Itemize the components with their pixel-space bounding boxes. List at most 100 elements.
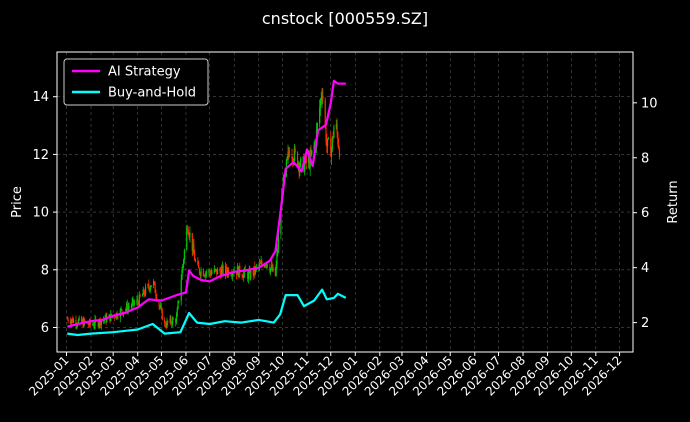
candle-body [326,142,328,147]
candle-body [92,324,94,326]
candle-body [259,263,261,265]
chart-title: cnstock [000559.SZ] [262,9,428,28]
candle-body [220,271,222,277]
candle-body [247,272,250,280]
candle-body [92,324,94,326]
candle-body [313,144,315,150]
candle-body [272,267,274,271]
y-axis-left-label: Price [10,186,25,218]
candle-body [277,248,279,253]
candle-body [81,320,83,322]
candle-body [213,268,216,273]
candle-body [249,270,251,279]
candle-body [205,272,208,274]
candle-body [158,300,160,306]
candle-body [227,269,229,275]
candle-body [294,148,296,153]
candle-body [260,261,262,264]
candle-body [254,267,257,273]
candle-body [209,270,211,274]
candle-body [70,320,72,324]
plot-frame [56,51,634,353]
candle-body [289,153,291,156]
candle-body [165,326,167,327]
candle-body [152,281,155,286]
y-left-tick-label: 10 [32,206,49,221]
candle-body [266,264,268,266]
candle-body [99,319,102,326]
candle-body [297,163,299,167]
candle-body [225,266,227,272]
candle-body [210,272,212,276]
candle-body [241,275,243,278]
candle-body [131,301,133,307]
candle-body [261,261,263,265]
y-left-tick-label: 12 [32,148,49,163]
candle-body [276,252,278,265]
candle-body [310,152,312,155]
candle-body [175,319,177,323]
candle-body [186,228,189,231]
candle-body [148,287,151,291]
candle-body [200,270,202,276]
candle-body [308,156,310,168]
candle-body [274,267,276,276]
candle-body [217,269,219,275]
candle-body [161,308,163,320]
candle-body [99,319,101,325]
candle-body [319,107,321,124]
candle-body [216,268,218,275]
candle-body [178,301,180,302]
candle-body [199,273,201,276]
candle-body [138,294,140,305]
candle-body [145,286,147,295]
candle-body [270,265,273,269]
legend: AI Strategy Buy-and-Hold [63,58,209,106]
candle-body [198,264,200,269]
candle-body [150,285,152,288]
candle-body [321,96,323,99]
y-right-tick-label: 2 [641,316,649,331]
candle-body [236,270,238,275]
candle-body [117,317,119,319]
candle-body [333,127,335,139]
y-axis-right-label: Return [666,180,681,223]
candle-body [186,228,188,250]
candle-body [250,270,252,279]
candle-body [73,319,75,323]
candle-body [84,319,86,323]
y-right-tick-label: 4 [641,261,649,276]
candle-body [155,292,157,297]
candle-body [338,148,341,157]
candle-body [78,317,80,320]
candle-body [253,266,255,275]
candle-body [126,304,128,310]
candle-body [93,325,95,327]
y-left-tick-label: 8 [41,263,49,278]
legend-label-ai-strategy: AI Strategy [108,65,181,80]
candle-body [88,324,90,326]
y-right-tick-label: 6 [641,206,649,221]
candle-body [114,316,116,318]
candle-body [176,308,178,317]
candle-body [143,289,145,295]
candle-body [80,317,83,322]
candle-body [103,320,105,322]
candle-body [169,317,171,323]
candle-body [320,98,322,100]
candle-body [181,269,183,280]
candle-body [167,320,169,323]
candle-body [316,123,318,130]
candle-body [220,268,223,277]
candle-body [120,309,122,311]
candle-body [127,307,129,312]
candle-body [277,233,280,249]
candle-body [263,264,265,267]
candle-body [286,157,288,160]
candle-body [98,324,100,327]
candle-body [182,259,185,265]
candle-body [230,274,232,276]
candle-body [232,272,235,274]
candle-body [296,152,299,167]
candle-body [224,266,227,275]
